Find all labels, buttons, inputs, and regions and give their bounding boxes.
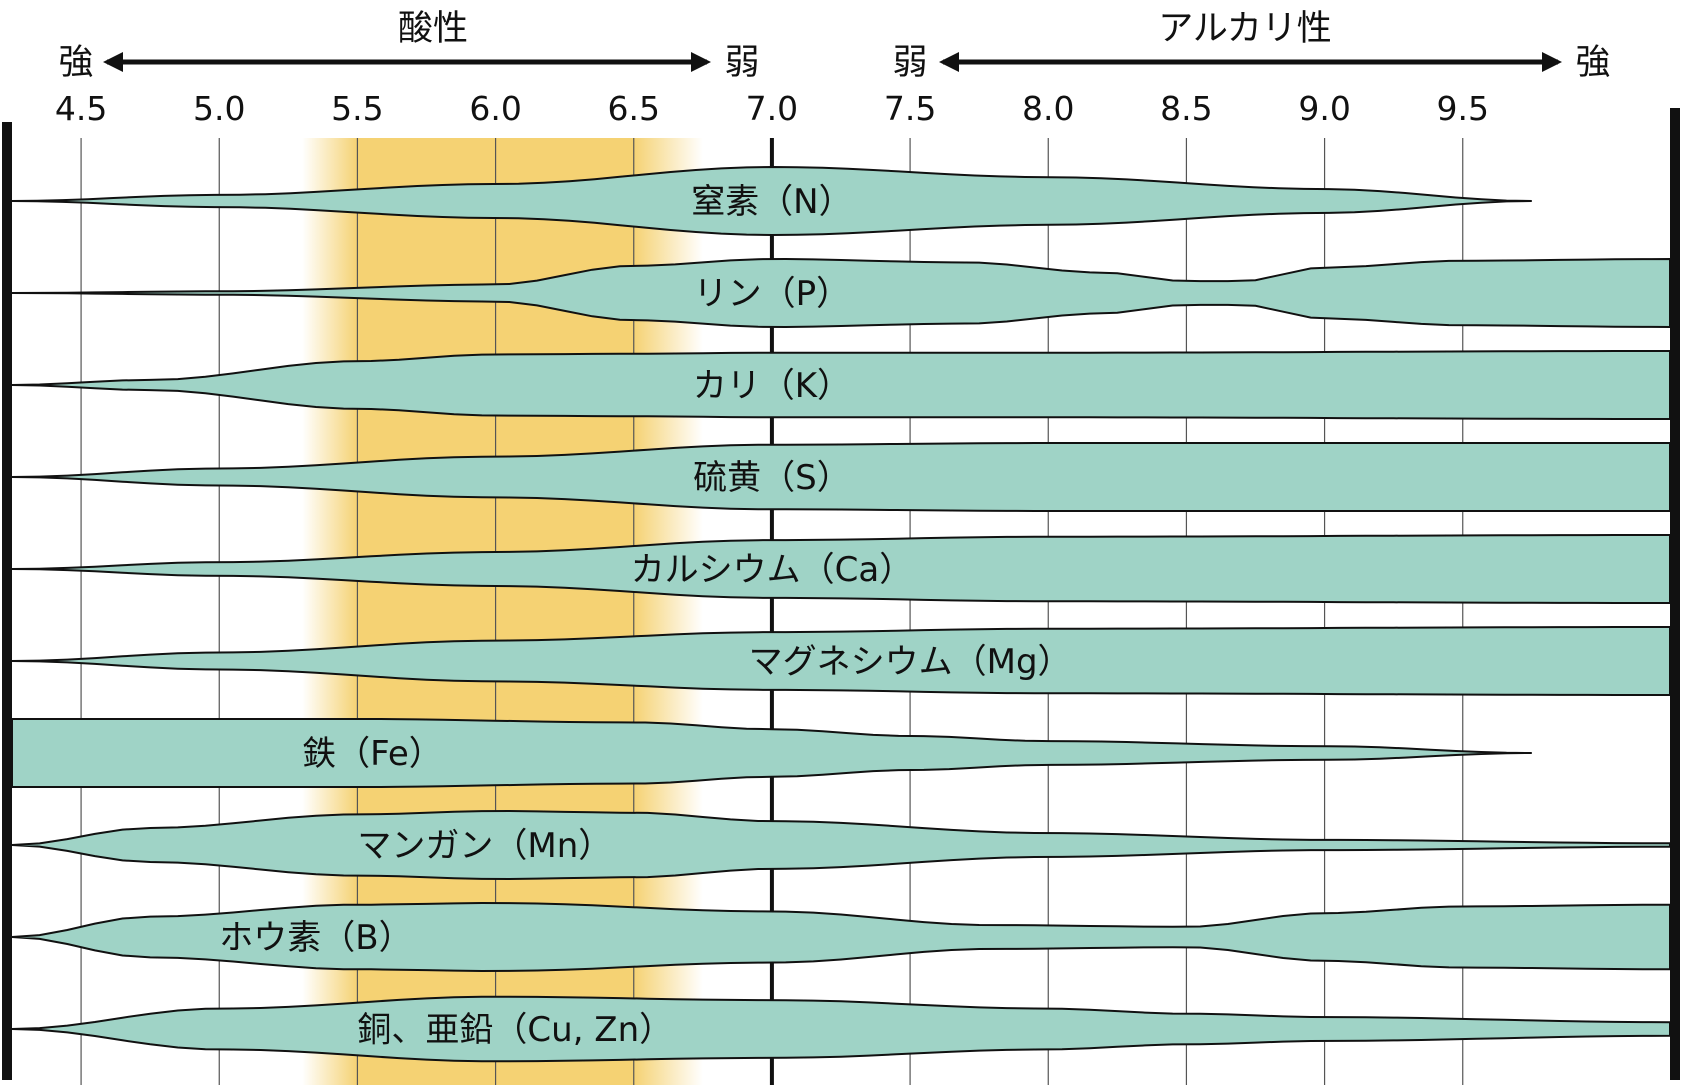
nutrient-band	[11, 718, 1532, 788]
nutrient-band	[11, 165, 1532, 237]
band-label: 銅、亜鉛（Cu, Zn）	[357, 1010, 673, 1050]
band-label: カリ（K）	[693, 366, 851, 406]
tick-label: 8.5	[1160, 89, 1212, 128]
tick-label: 4.5	[55, 89, 107, 128]
alkaline-label: アルカリ性	[1158, 9, 1332, 49]
acidic-label: 酸性	[398, 9, 468, 49]
tick-label: 7.0	[746, 89, 798, 128]
tick-label: 5.5	[331, 89, 383, 128]
band-label: 窒素（N）	[691, 182, 852, 222]
band-label: マンガン（Mn）	[357, 826, 612, 866]
acidic-weak-label: 弱	[724, 43, 759, 83]
nutrient-band	[11, 995, 1671, 1063]
nutrient-bands: 窒素（N） リン（P） カリ（K） 硫黄（S） カルシウム（Ca） マグネシウム（Mg） 鉄…	[11, 165, 1671, 1063]
band-label: リン（P）	[694, 274, 851, 314]
tick-label: 7.5	[884, 89, 936, 128]
tick-label: 9.0	[1298, 89, 1350, 128]
tick-label: 5.0	[193, 89, 245, 128]
acidic-strong-label: 強	[58, 43, 93, 83]
band-label: 硫黄（S）	[693, 458, 851, 498]
tick-label: 6.0	[469, 89, 521, 128]
alkaline-weak-label: 弱	[892, 43, 927, 83]
tick-label: 9.5	[1437, 89, 1489, 128]
band-label: カルシウム（Ca）	[631, 550, 914, 590]
tick-label: 8.0	[1022, 89, 1074, 128]
nutrient-band	[11, 809, 1671, 881]
band-label: 鉄（Fe）	[302, 734, 443, 774]
x-axis-tick-labels: 4.5 5.0 5.5 6.0 6.5 7.0 7.5 8.0 8.5 9.0 9.5	[55, 89, 1489, 128]
band-label: マグネシウム（Mg）	[749, 642, 1072, 682]
tick-label: 6.5	[608, 89, 660, 128]
band-label: ホウ素（B）	[219, 918, 412, 958]
alkaline-strong-label: 強	[1575, 43, 1610, 83]
